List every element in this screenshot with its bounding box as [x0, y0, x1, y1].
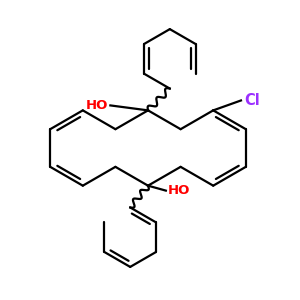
Text: Cl: Cl	[244, 93, 260, 108]
Text: HO: HO	[168, 184, 190, 197]
Text: HO: HO	[86, 99, 108, 112]
